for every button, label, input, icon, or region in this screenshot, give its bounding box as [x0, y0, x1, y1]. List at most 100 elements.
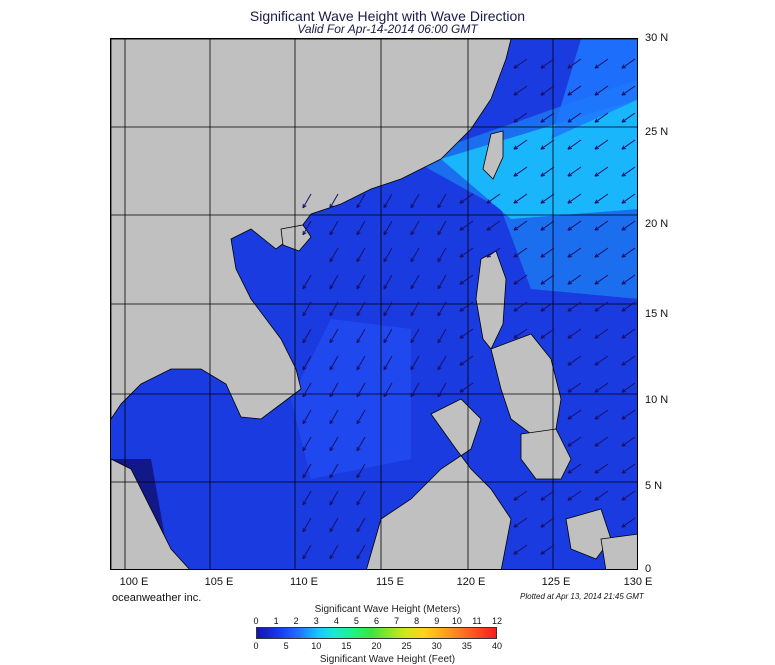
legend-tick-ft-40: 40 [491, 641, 503, 651]
wave-arrow-shaft [621, 274, 636, 285]
wave-arrow-head [329, 338, 334, 344]
wave-arrow-head [459, 334, 464, 339]
wave-arrow-head [513, 307, 518, 312]
wave-arrow-head [567, 388, 572, 393]
halmahera-island [600, 533, 637, 569]
wave-arrow-head [540, 145, 545, 150]
wave-arrow-head [594, 145, 599, 150]
wave-arrow-head [329, 500, 334, 506]
wave-arrow-shaft [329, 193, 339, 209]
malay-peninsula [111, 458, 190, 569]
wave-arrow-shaft [383, 274, 393, 290]
wave-arrow-head [594, 91, 599, 96]
legend-tick-m-4: 4 [333, 616, 339, 626]
wave-arrow-head [513, 91, 518, 96]
wave-arrow-shaft [513, 112, 528, 123]
wave-arrow-head [621, 496, 626, 501]
luzon-island [475, 250, 507, 350]
wave-arrow-head [437, 230, 442, 236]
wave-arrow-shaft [356, 193, 366, 209]
wave-arrow-head [621, 469, 626, 474]
wave-arrow-head [594, 442, 599, 447]
wave-arrow-shaft [594, 274, 609, 285]
wave-arrow-shaft [594, 463, 609, 474]
wave-arrow-head [594, 469, 599, 474]
wave-arrow-shaft [567, 436, 582, 447]
wave-arrow-shaft [621, 58, 636, 69]
wave-arrow-shaft [302, 544, 312, 560]
wave-arrow-head [437, 392, 442, 398]
wave-arrow-head [459, 226, 464, 231]
wave-arrow-head [540, 496, 545, 501]
wave-arrow-head [437, 257, 442, 263]
wave-arrow-shaft [594, 490, 609, 501]
wave-arrow-shaft [410, 193, 420, 209]
plotted-timestamp: Plotted at Apr 13, 2014 21:45 GMT [520, 592, 644, 601]
wave-arrow-shaft [513, 85, 528, 96]
wave-arrow-head [302, 473, 307, 479]
wave-arrow-shaft [383, 328, 393, 344]
wave-arrow-shaft [356, 220, 366, 236]
color-scale-bar [256, 627, 497, 639]
wave-arrow-shaft [513, 490, 528, 501]
wave-arrow-head [567, 334, 572, 339]
wave-arrow-head [594, 118, 599, 123]
wave-arrow-head [513, 172, 518, 177]
wave-arrow-shaft [302, 328, 312, 344]
wave-arrow-head [302, 203, 307, 209]
wave-arrow-head [567, 280, 572, 285]
wave-arrow-shaft [567, 490, 582, 501]
wave-arrow-head [513, 226, 518, 231]
wave-arrow-head [621, 307, 626, 312]
wave-arrow-head [486, 253, 491, 258]
wave-arrow-shaft [459, 220, 474, 231]
wave-arrow-shaft [459, 355, 474, 366]
wave-arrow-head [302, 338, 307, 344]
wave-arrow-head [567, 361, 572, 366]
wave-arrow-shaft [383, 301, 393, 317]
wave-arrow-shaft [567, 328, 582, 339]
wave-arrow-shaft [329, 274, 339, 290]
wave-arrow-shaft [329, 517, 339, 533]
wave-arrow-shaft [567, 58, 582, 69]
wave-arrow-shaft [437, 355, 447, 371]
wave-arrow-head [356, 338, 361, 344]
wave-arrow-head [540, 307, 545, 312]
lat-label-25n: 25 N [645, 126, 669, 138]
wave-arrow-shaft [540, 220, 555, 231]
wave-arrow-head [383, 311, 388, 317]
wave-arrow-shaft [459, 274, 474, 285]
lat-label-5n: 5 N [645, 480, 663, 492]
wave-arrow-head [410, 203, 415, 209]
wave-arrow-head [302, 419, 307, 425]
lat-label-10n: 10 N [645, 394, 669, 406]
wave-arrow-head [302, 284, 307, 290]
wave-arrow-shaft [621, 517, 636, 528]
wave-arrow-head [486, 199, 491, 204]
wave-arrow-head [329, 230, 334, 236]
lon-label-125e: 125 E [541, 576, 571, 588]
wave-map-canvas [111, 39, 637, 569]
wave-arrow-shaft [594, 301, 609, 312]
wave-arrow-shaft [594, 382, 609, 393]
wave-arrow-head [513, 64, 518, 69]
wave-arrow-shaft [302, 436, 312, 452]
wave-arrow-shaft [329, 490, 339, 506]
wave-arrow-head [410, 338, 415, 344]
wave-arrow-shaft [513, 193, 528, 204]
wave-arrow-shaft [594, 328, 609, 339]
wave-arrow-head [513, 334, 518, 339]
wave-arrow-shaft [302, 490, 312, 506]
wave-arrow-shaft [356, 436, 366, 452]
wave-arrow-shaft [329, 247, 339, 263]
wave-map [110, 38, 638, 570]
legend-tick-ft-15: 15 [341, 641, 352, 651]
wave-arrow-shaft [302, 193, 312, 209]
wave-arrow-shaft [621, 355, 636, 366]
wave-arrow-shaft [486, 193, 501, 204]
wave-arrow-shaft [329, 355, 339, 371]
wave-arrow-shaft [567, 166, 582, 177]
wave-arrow-head [540, 523, 545, 528]
wave-arrow-shaft [437, 274, 447, 290]
wave-arrow-shaft [356, 301, 366, 317]
